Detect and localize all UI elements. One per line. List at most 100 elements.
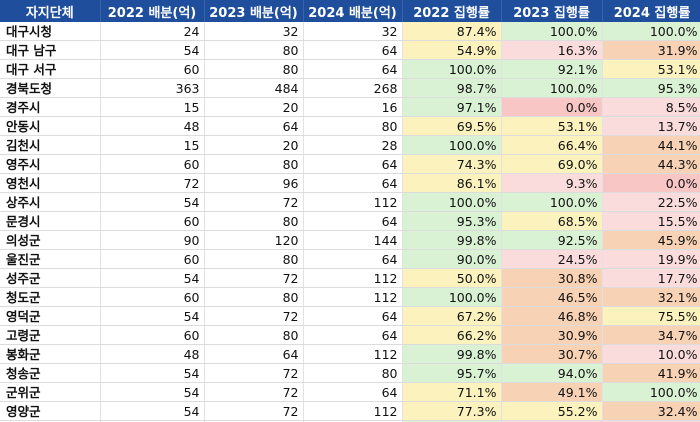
rate-2023-cell[interactable]: 68.5% bbox=[501, 211, 603, 231]
rate-2023-cell[interactable]: 100.0% bbox=[501, 192, 603, 212]
header-allocation-2024[interactable]: 2024 배분(억) bbox=[303, 0, 403, 22]
allocation-2022-cell[interactable]: 90 bbox=[100, 230, 205, 250]
allocation-2022-cell[interactable]: 24 bbox=[100, 22, 205, 41]
rate-2023-cell[interactable]: 53.1% bbox=[501, 116, 603, 136]
rate-2024-cell[interactable]: 53.1% bbox=[602, 59, 700, 79]
region-cell[interactable]: 고령군 bbox=[0, 325, 101, 345]
allocation-2024-cell[interactable]: 80 bbox=[303, 116, 403, 136]
allocation-2023-cell[interactable]: 80 bbox=[204, 249, 304, 269]
rate-2024-cell[interactable]: 19.9% bbox=[602, 249, 700, 269]
allocation-2023-cell[interactable]: 120 bbox=[204, 230, 304, 250]
rate-2022-cell[interactable]: 67.2% bbox=[402, 306, 502, 326]
allocation-2023-cell[interactable]: 80 bbox=[204, 211, 304, 231]
rate-2024-cell[interactable]: 100.0% bbox=[602, 22, 700, 41]
region-cell[interactable]: 대구 서구 bbox=[0, 59, 101, 79]
header-allocation-2023[interactable]: 2023 배분(억) bbox=[204, 0, 304, 22]
allocation-2024-cell[interactable]: 64 bbox=[303, 154, 403, 174]
allocation-2023-cell[interactable]: 72 bbox=[204, 306, 304, 326]
rate-2024-cell[interactable]: 75.5% bbox=[602, 306, 700, 326]
allocation-2024-cell[interactable]: 112 bbox=[303, 268, 403, 288]
allocation-2024-cell[interactable]: 112 bbox=[303, 287, 403, 307]
allocation-2022-cell[interactable]: 60 bbox=[100, 420, 205, 422]
allocation-2022-cell[interactable]: 48 bbox=[100, 116, 205, 136]
allocation-2022-cell[interactable]: 48 bbox=[100, 344, 205, 364]
rate-2022-cell[interactable]: 100.0% bbox=[402, 287, 502, 307]
rate-2023-cell[interactable]: 92.5% bbox=[501, 230, 603, 250]
region-cell[interactable]: 울진군 bbox=[0, 249, 101, 269]
allocation-2024-cell[interactable]: 64 bbox=[303, 40, 403, 60]
rate-2022-cell[interactable]: 100.0% bbox=[402, 420, 502, 422]
allocation-2023-cell[interactable]: 64 bbox=[204, 344, 304, 364]
header-allocation-2022[interactable]: 2022 배분(억) bbox=[100, 0, 205, 22]
rate-2024-cell[interactable]: 15.5% bbox=[602, 211, 700, 231]
rate-2024-cell[interactable]: 44.1% bbox=[602, 135, 700, 155]
allocation-2022-cell[interactable]: 54 bbox=[100, 40, 205, 60]
allocation-2023-cell[interactable]: 80 bbox=[204, 287, 304, 307]
region-cell[interactable]: 문경시 bbox=[0, 211, 101, 231]
allocation-2024-cell[interactable]: 64 bbox=[303, 59, 403, 79]
allocation-2024-cell[interactable]: 32 bbox=[303, 22, 403, 41]
allocation-2022-cell[interactable]: 60 bbox=[100, 154, 205, 174]
rate-2023-cell[interactable]: 49.1% bbox=[501, 382, 603, 402]
allocation-2023-cell[interactable]: 20 bbox=[204, 97, 304, 117]
region-cell[interactable]: 김천시 bbox=[0, 135, 101, 155]
rate-2022-cell[interactable]: 100.0% bbox=[402, 192, 502, 212]
rate-2022-cell[interactable]: 100.0% bbox=[402, 59, 502, 79]
region-cell[interactable]: 청도군 bbox=[0, 287, 101, 307]
allocation-2022-cell[interactable]: 60 bbox=[100, 59, 205, 79]
allocation-2022-cell[interactable]: 54 bbox=[100, 268, 205, 288]
rate-2023-cell[interactable]: 92.1% bbox=[501, 59, 603, 79]
allocation-2024-cell[interactable]: 112 bbox=[303, 192, 403, 212]
rate-2023-cell[interactable]: 30.8% bbox=[501, 268, 603, 288]
region-cell[interactable]: 영주시 bbox=[0, 154, 101, 174]
allocation-2023-cell[interactable]: 484 bbox=[204, 78, 304, 98]
region-cell[interactable]: 경북도청 bbox=[0, 78, 101, 98]
region-cell[interactable]: 영덕군 bbox=[0, 306, 101, 326]
header-rate-2022[interactable]: 2022 집행률 bbox=[402, 0, 502, 22]
allocation-2023-cell[interactable]: 72 bbox=[204, 401, 304, 421]
allocation-2024-cell[interactable]: 64 bbox=[303, 325, 403, 345]
region-cell[interactable]: 의성군 bbox=[0, 230, 101, 250]
allocation-2022-cell[interactable]: 60 bbox=[100, 325, 205, 345]
allocation-2024-cell[interactable]: 64 bbox=[303, 173, 403, 193]
allocation-2024-cell[interactable]: 16 bbox=[303, 97, 403, 117]
allocation-2023-cell[interactable]: 80 bbox=[204, 59, 304, 79]
rate-2022-cell[interactable]: 54.9% bbox=[402, 40, 502, 60]
region-cell[interactable]: 상주시 bbox=[0, 192, 101, 212]
rate-2022-cell[interactable]: 90.0% bbox=[402, 249, 502, 269]
allocation-2024-cell[interactable]: 64 bbox=[303, 249, 403, 269]
allocation-2023-cell[interactable]: 80 bbox=[204, 40, 304, 60]
rate-2024-cell[interactable]: 0.0% bbox=[602, 173, 700, 193]
region-cell[interactable]: 성주군 bbox=[0, 268, 101, 288]
allocation-2022-cell[interactable]: 54 bbox=[100, 192, 205, 212]
rate-2022-cell[interactable]: 77.3% bbox=[402, 401, 502, 421]
rate-2023-cell[interactable]: 100.0% bbox=[501, 22, 603, 41]
rate-2022-cell[interactable]: 95.7% bbox=[402, 363, 502, 383]
region-cell[interactable]: 청송군 bbox=[0, 363, 101, 383]
allocation-2023-cell[interactable]: 72 bbox=[204, 363, 304, 383]
region-cell[interactable]: 영양군 bbox=[0, 401, 101, 421]
rate-2023-cell[interactable]: 94.0% bbox=[501, 363, 603, 383]
region-cell[interactable]: 대구 남구 bbox=[0, 40, 101, 60]
allocation-2022-cell[interactable]: 60 bbox=[100, 249, 205, 269]
allocation-2023-cell[interactable]: 72 bbox=[204, 382, 304, 402]
allocation-2023-cell[interactable]: 64 bbox=[204, 116, 304, 136]
allocation-2022-cell[interactable]: 15 bbox=[100, 97, 205, 117]
allocation-2024-cell[interactable]: 112 bbox=[303, 401, 403, 421]
rate-2024-cell[interactable]: 31.9% bbox=[602, 40, 700, 60]
rate-2024-cell[interactable]: 34.7% bbox=[602, 325, 700, 345]
rate-2023-cell[interactable]: 69.0% bbox=[501, 154, 603, 174]
region-cell[interactable]: 영천시 bbox=[0, 173, 101, 193]
rate-2022-cell[interactable]: 99.8% bbox=[402, 344, 502, 364]
allocation-2022-cell[interactable]: 15 bbox=[100, 135, 205, 155]
allocation-2022-cell[interactable]: 60 bbox=[100, 211, 205, 231]
allocation-2023-cell[interactable]: 72 bbox=[204, 268, 304, 288]
allocation-2022-cell[interactable]: 54 bbox=[100, 401, 205, 421]
rate-2023-cell[interactable]: 0.0% bbox=[501, 97, 603, 117]
rate-2022-cell[interactable]: 86.1% bbox=[402, 173, 502, 193]
rate-2022-cell[interactable]: 74.3% bbox=[402, 154, 502, 174]
rate-2023-cell[interactable]: 100.0% bbox=[501, 78, 603, 98]
allocation-2023-cell[interactable]: 32 bbox=[204, 22, 304, 41]
allocation-2024-cell[interactable]: 144 bbox=[303, 230, 403, 250]
rate-2024-cell[interactable]: 45.9% bbox=[602, 230, 700, 250]
